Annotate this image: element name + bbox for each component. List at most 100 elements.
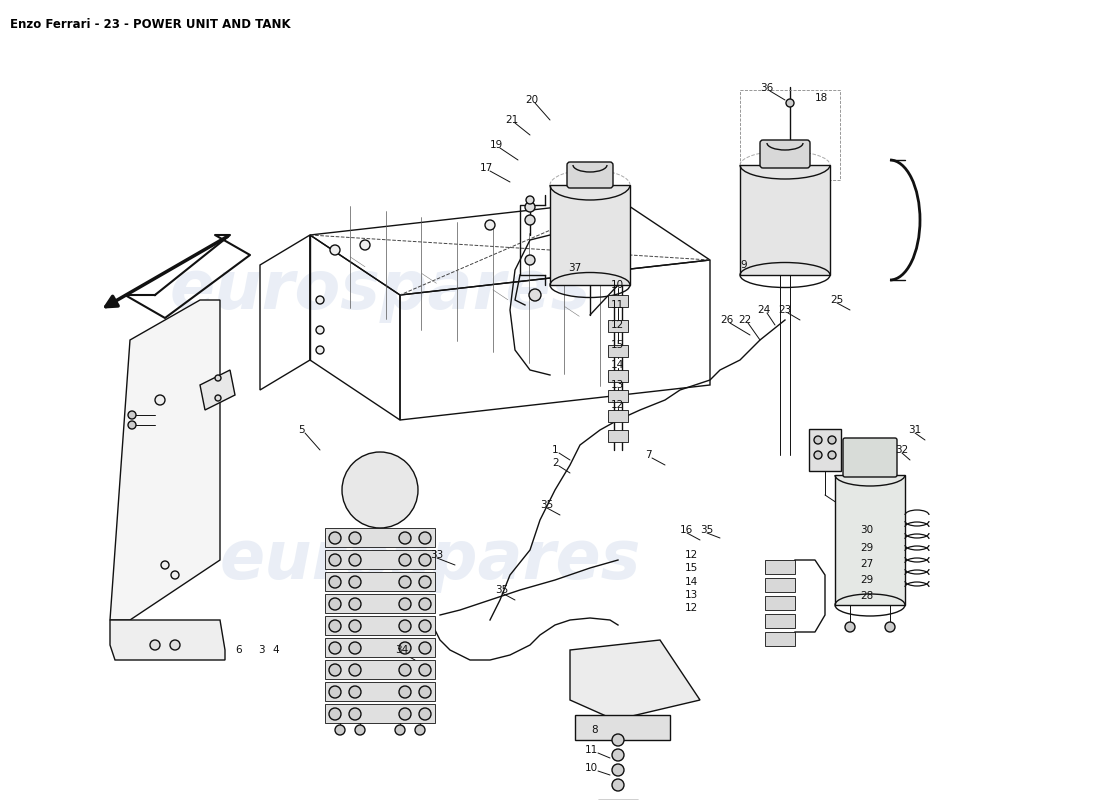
Circle shape — [349, 598, 361, 610]
Circle shape — [399, 708, 411, 720]
Text: 21: 21 — [505, 115, 518, 125]
FancyBboxPatch shape — [760, 140, 810, 168]
Circle shape — [329, 598, 341, 610]
Polygon shape — [835, 475, 905, 605]
Circle shape — [399, 686, 411, 698]
Circle shape — [214, 375, 221, 381]
Polygon shape — [110, 620, 226, 660]
Text: 9: 9 — [740, 260, 747, 270]
FancyBboxPatch shape — [808, 429, 842, 471]
FancyBboxPatch shape — [575, 715, 670, 740]
Text: 6: 6 — [235, 645, 242, 655]
Circle shape — [349, 620, 361, 632]
Text: 31: 31 — [908, 425, 922, 435]
Circle shape — [612, 749, 624, 761]
Text: 8: 8 — [592, 725, 598, 735]
Circle shape — [419, 532, 431, 544]
Text: 15: 15 — [685, 563, 698, 573]
Text: 5: 5 — [298, 425, 305, 435]
Circle shape — [170, 571, 179, 579]
Text: 34: 34 — [395, 645, 408, 655]
Text: 33: 33 — [430, 550, 443, 560]
Circle shape — [399, 598, 411, 610]
Text: 12: 12 — [610, 400, 625, 410]
Text: 24: 24 — [757, 305, 770, 315]
Circle shape — [814, 451, 822, 459]
Circle shape — [349, 554, 361, 566]
Text: 32: 32 — [895, 445, 909, 455]
Text: 13: 13 — [610, 380, 625, 390]
Polygon shape — [324, 616, 435, 635]
Circle shape — [399, 532, 411, 544]
Text: 17: 17 — [480, 163, 493, 173]
Circle shape — [526, 196, 534, 204]
Circle shape — [399, 664, 411, 676]
Text: 27: 27 — [860, 559, 873, 569]
Text: 26: 26 — [720, 315, 734, 325]
Polygon shape — [324, 550, 435, 569]
Circle shape — [886, 622, 895, 632]
Circle shape — [419, 620, 431, 632]
Polygon shape — [740, 165, 830, 275]
Circle shape — [399, 620, 411, 632]
Circle shape — [336, 725, 345, 735]
Text: 2: 2 — [552, 458, 559, 468]
Circle shape — [355, 725, 365, 735]
Circle shape — [612, 764, 624, 776]
Text: 23: 23 — [778, 305, 791, 315]
Circle shape — [329, 532, 341, 544]
Polygon shape — [324, 638, 435, 657]
Polygon shape — [324, 572, 435, 591]
Circle shape — [556, 210, 565, 220]
Text: 18: 18 — [815, 93, 828, 103]
Circle shape — [342, 452, 418, 528]
Circle shape — [329, 554, 341, 566]
Text: 14: 14 — [685, 577, 698, 587]
Circle shape — [612, 734, 624, 746]
FancyBboxPatch shape — [764, 578, 795, 592]
Text: 10: 10 — [610, 280, 624, 290]
Circle shape — [150, 640, 160, 650]
Text: 28: 28 — [860, 591, 873, 601]
Circle shape — [349, 664, 361, 676]
Circle shape — [525, 202, 535, 212]
Text: 15: 15 — [610, 340, 625, 350]
Circle shape — [419, 642, 431, 654]
Text: 13: 13 — [685, 590, 698, 600]
Text: 20: 20 — [525, 95, 538, 105]
Text: 25: 25 — [830, 295, 844, 305]
Polygon shape — [110, 300, 220, 620]
Text: 11: 11 — [610, 300, 625, 310]
FancyBboxPatch shape — [608, 295, 628, 307]
Circle shape — [814, 436, 822, 444]
Circle shape — [525, 215, 535, 225]
Circle shape — [329, 708, 341, 720]
Polygon shape — [324, 660, 435, 679]
Circle shape — [845, 622, 855, 632]
Circle shape — [485, 220, 495, 230]
Circle shape — [786, 99, 794, 107]
Text: 37: 37 — [568, 263, 581, 273]
Circle shape — [419, 708, 431, 720]
FancyBboxPatch shape — [608, 370, 628, 382]
FancyBboxPatch shape — [608, 345, 628, 357]
Circle shape — [349, 532, 361, 544]
FancyBboxPatch shape — [843, 438, 896, 477]
Text: 29: 29 — [860, 543, 873, 553]
Circle shape — [349, 576, 361, 588]
Circle shape — [128, 421, 136, 429]
Circle shape — [329, 664, 341, 676]
Circle shape — [329, 642, 341, 654]
Circle shape — [329, 620, 341, 632]
Circle shape — [349, 708, 361, 720]
Polygon shape — [324, 682, 435, 701]
Circle shape — [316, 346, 324, 354]
Text: 35: 35 — [540, 500, 553, 510]
Circle shape — [419, 576, 431, 588]
FancyBboxPatch shape — [608, 410, 628, 422]
Circle shape — [214, 395, 221, 401]
Text: 10: 10 — [585, 763, 598, 773]
Circle shape — [349, 686, 361, 698]
Text: 29: 29 — [860, 575, 873, 585]
Polygon shape — [324, 704, 435, 723]
